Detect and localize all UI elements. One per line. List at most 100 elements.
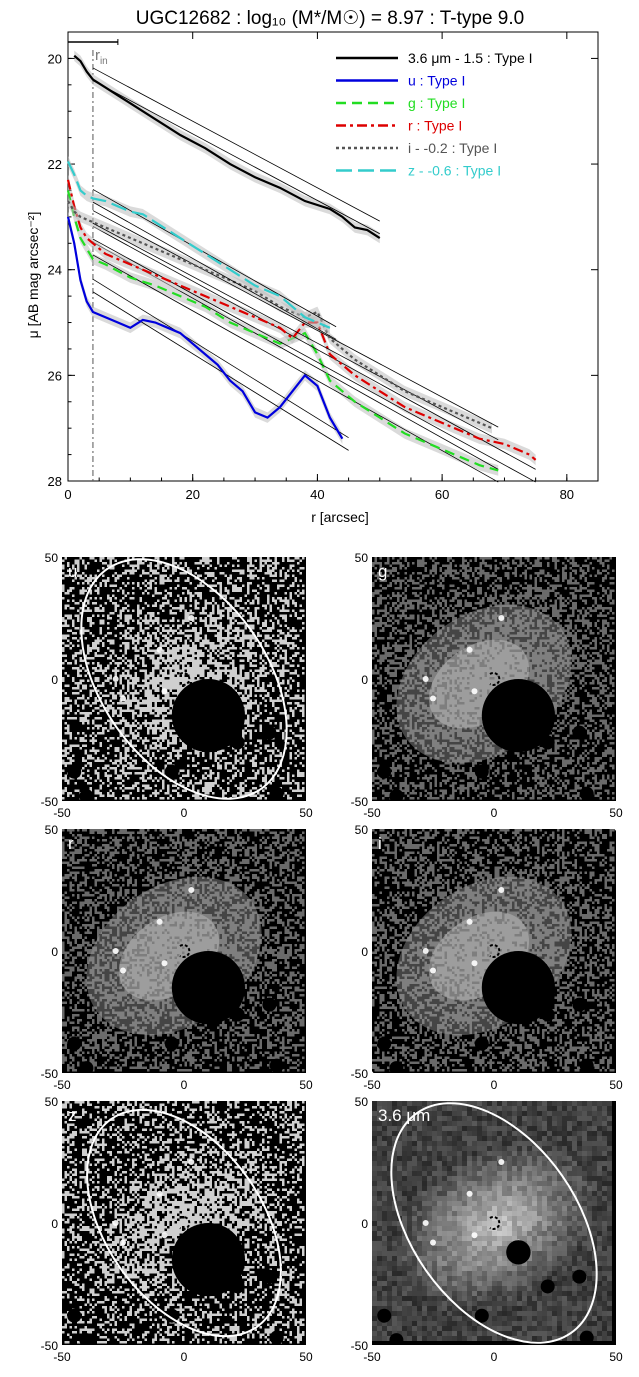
pixel xyxy=(442,1146,447,1151)
pixel xyxy=(387,1101,392,1106)
pixel xyxy=(527,1216,532,1221)
pixel xyxy=(392,1231,397,1236)
pixel xyxy=(592,1336,597,1341)
pixel xyxy=(502,1156,507,1161)
pixel xyxy=(487,1156,492,1161)
pixel xyxy=(507,1231,512,1236)
pixel xyxy=(432,1111,437,1116)
pixel xyxy=(507,1206,512,1211)
pixel xyxy=(582,1126,587,1131)
panel-y-tick-label: -50 xyxy=(41,795,59,809)
pixel xyxy=(572,1216,577,1221)
pixel xyxy=(447,1236,452,1241)
pixel xyxy=(562,1256,567,1261)
pixel xyxy=(392,1106,397,1111)
pixel xyxy=(402,1331,407,1336)
pixel xyxy=(517,1286,522,1291)
pixel xyxy=(567,1151,572,1156)
band-label: 3.6 μm xyxy=(378,1106,430,1125)
pixel xyxy=(607,1146,612,1151)
pixel xyxy=(457,1156,462,1161)
pixel xyxy=(402,1281,407,1286)
legend-label-5: z - -0.6 : Type I xyxy=(408,163,501,179)
pixel xyxy=(407,1326,412,1331)
pixel xyxy=(577,1296,582,1301)
pixel xyxy=(507,1186,512,1191)
pixel xyxy=(557,1241,562,1246)
series-2-line xyxy=(66,190,499,472)
pixel xyxy=(592,1181,597,1186)
pixel xyxy=(567,1176,572,1181)
pixel xyxy=(372,1101,377,1106)
pixel xyxy=(592,1281,597,1286)
pixel xyxy=(482,1211,487,1216)
panel-x-tick-label: -50 xyxy=(53,1078,71,1092)
pixel xyxy=(557,1136,562,1141)
pixel xyxy=(497,1106,502,1111)
pixel xyxy=(592,1141,597,1146)
pixel xyxy=(562,1251,567,1256)
pixel xyxy=(397,1296,402,1301)
pixel xyxy=(462,1151,467,1156)
pixel xyxy=(532,1156,537,1161)
pixel xyxy=(457,1296,462,1301)
pixel xyxy=(472,1336,477,1341)
pixel xyxy=(442,1281,447,1286)
pixel xyxy=(562,1306,567,1311)
star-mask xyxy=(377,1036,392,1051)
pixel xyxy=(507,1111,512,1116)
pixel xyxy=(447,1276,452,1281)
pixel xyxy=(452,1166,457,1171)
pixel xyxy=(527,1146,532,1151)
pixel xyxy=(437,1151,442,1156)
pixel xyxy=(387,1126,392,1131)
pixel xyxy=(482,1201,487,1206)
pixel xyxy=(402,1121,407,1126)
pixel xyxy=(467,1296,472,1301)
pixel xyxy=(422,1321,427,1326)
pixel xyxy=(557,1226,562,1231)
pixel xyxy=(407,1171,412,1176)
pixel xyxy=(512,1106,517,1111)
pixel xyxy=(532,1221,537,1226)
pixel xyxy=(437,1141,442,1146)
panel-x-tick-label: -50 xyxy=(363,806,381,820)
pixel xyxy=(507,1116,512,1121)
pixel xyxy=(562,1281,567,1286)
pixel xyxy=(572,1261,577,1266)
pixel xyxy=(557,1321,562,1326)
pixel xyxy=(417,1266,422,1271)
pixel xyxy=(592,1271,597,1276)
pixel xyxy=(477,1101,482,1106)
pixel xyxy=(432,1286,437,1291)
pixel xyxy=(462,1146,467,1151)
pixel xyxy=(537,1181,542,1186)
pixel xyxy=(452,1176,457,1181)
pixel xyxy=(507,1236,512,1241)
pixel xyxy=(392,1286,397,1291)
pixel xyxy=(532,1326,537,1331)
pixel xyxy=(377,1331,382,1336)
pixel xyxy=(507,1156,512,1161)
pixel xyxy=(387,1146,392,1151)
pixel xyxy=(392,1131,397,1136)
pixel xyxy=(447,1281,452,1286)
pixel xyxy=(577,1141,582,1146)
pixel xyxy=(522,1281,527,1286)
pixel xyxy=(427,1241,432,1246)
pixel xyxy=(372,1291,377,1296)
pixel xyxy=(457,1256,462,1261)
pixel xyxy=(377,1221,382,1226)
bright-knot xyxy=(466,1190,473,1197)
pixel xyxy=(582,1161,587,1166)
pixel xyxy=(382,1241,387,1246)
pixel xyxy=(522,1111,527,1116)
pixel xyxy=(552,1111,557,1116)
pixel xyxy=(492,1276,497,1281)
pixel xyxy=(502,1316,507,1321)
pixel xyxy=(422,1336,427,1341)
pixel xyxy=(602,1126,607,1131)
pixel xyxy=(387,1211,392,1216)
pixel xyxy=(537,1246,542,1251)
pixel xyxy=(377,1206,382,1211)
